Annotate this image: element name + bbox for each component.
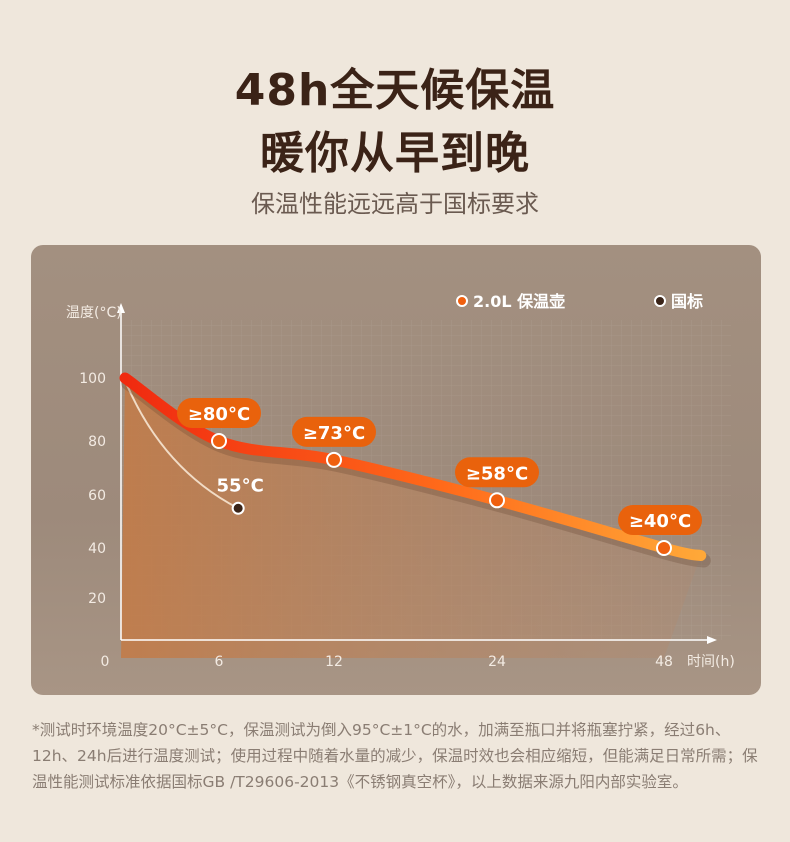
data-label: ≥73°C [303, 423, 365, 444]
data-point [489, 492, 505, 509]
x-tick-label: 6 [215, 654, 224, 670]
temperature-chart: 温度(°C) 时间(h) 100 80 60 40 20 0 6 12 24 48 55°C ≥80°C ≥… [66, 292, 735, 670]
national-standard-line [123, 377, 239, 510]
data-point [656, 540, 672, 556]
area-fill [121, 378, 701, 658]
data-point [211, 433, 227, 449]
subtitle: 保温性能远远高于国标要求 [251, 190, 539, 218]
title-line-2: 暖你从早到晚 [260, 128, 530, 179]
legend-marker-national-standard [654, 295, 666, 307]
data-label-badge [292, 416, 376, 447]
x-axis-title: 时间(h) [687, 654, 735, 670]
national-standard-point [231, 501, 245, 515]
data-label-badge [177, 398, 261, 428]
title-line-1: 48h全天候保温 [234, 65, 556, 116]
data-label: ≥40°C [629, 511, 691, 532]
legend-marker-2l-kettle [456, 295, 468, 307]
x-tick-label: 48 [655, 654, 673, 670]
x-tick-label: 24 [488, 654, 506, 670]
x-tick-label: 12 [325, 654, 343, 670]
national-standard-label: 55°C [217, 475, 264, 496]
legend-label-2l-kettle: 2.0L 保温壶 [473, 292, 565, 311]
y-tick-label: 40 [88, 541, 106, 557]
data-point [326, 451, 342, 468]
data-label: ≥80°C [188, 404, 250, 425]
y-tick-label: 20 [88, 591, 106, 607]
footnote: *测试时环境温度20°C±5°C，保温测试为倒入95°C±1°C的水，加满至瓶口… [32, 721, 758, 791]
x-axis-arrow [707, 636, 717, 644]
y-axis-arrow [117, 303, 125, 313]
y-tick-label: 100 [79, 371, 106, 387]
y-tick-label: 60 [88, 488, 106, 504]
y-axis-title: 温度(°C) [66, 305, 122, 321]
y-tick-label: 80 [88, 434, 106, 450]
x-tick-label: 0 [101, 654, 110, 670]
legend-label-national-standard: 国标 [671, 292, 703, 311]
data-label: ≥58°C [466, 463, 528, 484]
data-label-badge [618, 505, 702, 535]
data-label-badge [455, 457, 539, 488]
chart-panel: 温度(°C) 时间(h) 100 80 60 40 20 0 6 12 24 48 55°C ≥80°C ≥… [31, 245, 761, 695]
